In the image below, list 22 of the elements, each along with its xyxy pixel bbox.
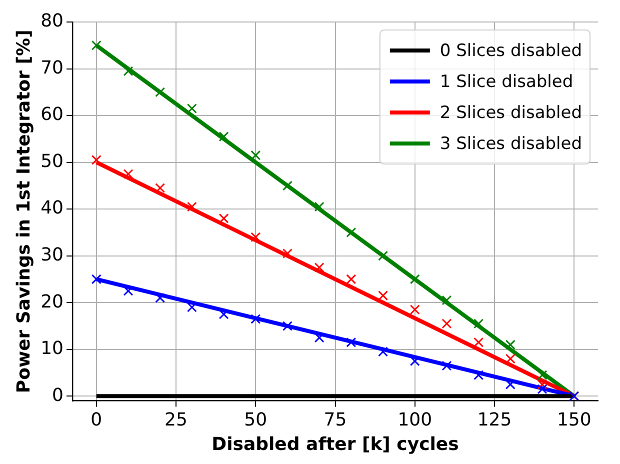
legend-label: 0 Slices disabled [440,40,582,61]
y-axis-title: Power Savings in 1st Integrator [%] [13,30,34,394]
legend-label: 1 Slice disabled [440,72,574,92]
x-tick-label: 75 [324,409,347,430]
x-tick-label: 50 [244,409,268,430]
y-tick-label: 0 [52,384,64,406]
y-tick-label: 40 [40,198,64,219]
x-tick-label: 0 [90,409,102,430]
y-tick-label: 30 [40,244,64,266]
y-tick-label: 70 [40,57,64,78]
x-tick-label: 100 [398,409,432,430]
y-tick-label: 10 [40,338,64,360]
y-tick-label: 20 [40,291,64,312]
y-tick-label: 60 [40,104,64,126]
legend-label: 2 Slices disabled [440,102,582,123]
x-axis-title: Disabled after [k] cycles [212,434,459,455]
x-tick-label: 150 [556,409,592,430]
y-tick-label: 80 [40,10,64,32]
legend-label: 3 Slices disabled [440,134,582,154]
y-tick-label: 50 [40,150,64,172]
x-tick-label: 25 [164,409,188,430]
x-tick-label: 125 [477,409,512,430]
